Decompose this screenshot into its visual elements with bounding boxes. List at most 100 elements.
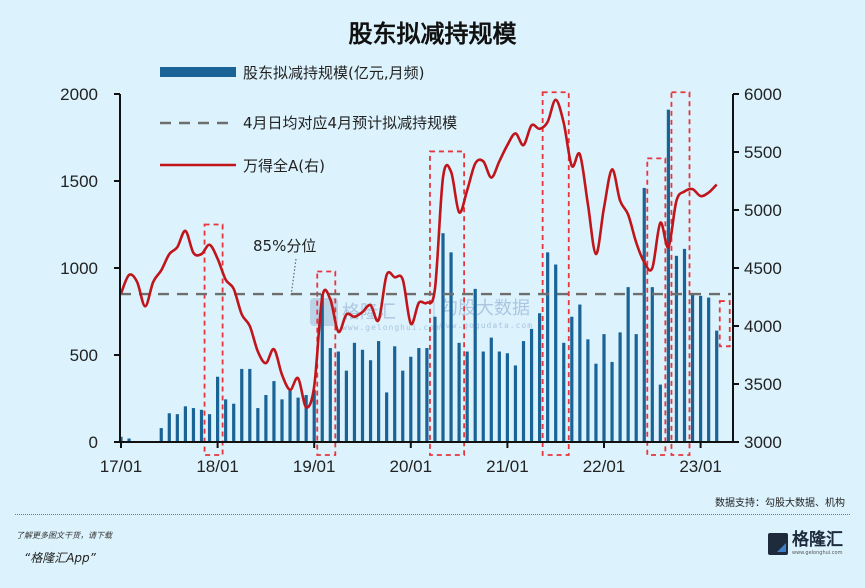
bar [207, 414, 212, 442]
y-left-tick-label: 1000 [60, 259, 98, 278]
bar [256, 408, 260, 442]
bar [610, 361, 614, 442]
data-source: 数据支持：勾股大数据、机构 [715, 498, 845, 509]
bar [578, 304, 582, 442]
legend-bar-swatch [160, 67, 236, 77]
bar [626, 287, 630, 442]
bar-series [119, 109, 719, 442]
bar [715, 330, 719, 442]
watermark-url2: www.gogudata.com [440, 321, 533, 330]
bar [594, 363, 598, 442]
y-right-tick-label: 4500 [744, 259, 782, 278]
bar [393, 346, 397, 442]
x-tick-label: 18/01 [196, 457, 239, 476]
promo-app-name[interactable]: “格隆汇App” [24, 551, 96, 565]
y-right-tick-label: 3500 [744, 375, 782, 394]
bar [272, 381, 276, 442]
chart-title: 股东拟减持规模 [348, 20, 517, 48]
bar [473, 288, 477, 442]
bar [650, 287, 654, 442]
bar [216, 376, 220, 442]
bar [127, 438, 131, 442]
y-right-tick-label: 5500 [744, 143, 782, 162]
bar [224, 399, 228, 442]
bar [562, 342, 566, 442]
bar [449, 252, 453, 442]
bar [546, 252, 550, 442]
y-right-tick-label: 3000 [744, 433, 782, 452]
bar [417, 348, 421, 442]
bar [674, 255, 679, 442]
highlight-box [316, 270, 337, 456]
highlight-box [203, 223, 224, 456]
bar [296, 397, 300, 442]
bar [232, 403, 236, 442]
bar [586, 339, 590, 442]
bar [618, 332, 622, 442]
bar [513, 365, 518, 442]
bar [328, 348, 332, 442]
bar [336, 351, 340, 442]
highlight-box [541, 91, 570, 456]
bar [642, 187, 646, 442]
bar [288, 389, 292, 442]
bar [538, 313, 542, 442]
bar [570, 316, 574, 442]
bar [280, 399, 284, 442]
bar [264, 395, 268, 442]
highlight-box [718, 300, 731, 348]
bar [481, 351, 485, 442]
bar [191, 408, 196, 442]
bar [320, 294, 324, 442]
highlight-box [646, 157, 667, 456]
chart-area: 股东拟减持规模(亿元,月频) 4月日均对应4月预计拟减持规模 万得全A(右) 格… [60, 64, 782, 476]
highlight-boxes [203, 91, 731, 456]
bar [368, 360, 373, 442]
bar [377, 341, 381, 442]
y-right-tick-label: 6000 [744, 85, 782, 104]
watermark-brand2: 勾股大数据 [440, 298, 530, 319]
bar [360, 349, 365, 442]
brand-name: 格隆汇 [792, 530, 843, 550]
promo-text: 了解更多图文干货，请下载 [16, 531, 112, 540]
bar [248, 368, 252, 442]
percentile-annotation: 85%分位 [253, 237, 316, 297]
bar [409, 356, 413, 442]
line-series-wind-all-a [119, 98, 718, 409]
y-right-tick-label: 4000 [744, 317, 782, 336]
y-right-tick-label: 5000 [744, 201, 782, 220]
bar [505, 353, 509, 442]
bar [352, 342, 357, 442]
annotation-label: 85%分位 [253, 237, 316, 255]
bar [666, 109, 670, 442]
x-tick-label: 20/01 [390, 457, 433, 476]
bar [707, 297, 711, 442]
legend-line-label: 万得全A(右) [243, 157, 325, 175]
bar [167, 413, 171, 442]
bar [175, 414, 179, 442]
y-left-tick-label: 500 [70, 346, 98, 365]
x-tick-label: 19/01 [293, 457, 336, 476]
bar [441, 233, 445, 442]
legend-dashed-label: 4月日均对应4月预计拟减持规模 [243, 114, 457, 132]
legend: 股东拟减持规模(亿元,月频) 4月日均对应4月预计拟减持规模 万得全A(右) [160, 64, 457, 175]
brand-url: www.gelonghui.com [792, 550, 843, 556]
watermark-url1: www.gelonghui.com [342, 323, 441, 332]
bar [159, 428, 163, 442]
bar [401, 370, 405, 442]
x-tick-label: 22/01 [583, 457, 626, 476]
bar [634, 334, 638, 442]
y-left-tick-label: 2000 [60, 85, 98, 104]
bar [699, 295, 703, 442]
bar [385, 392, 389, 442]
bar [240, 368, 244, 442]
bar [521, 341, 526, 442]
bar [457, 342, 461, 442]
bar [304, 395, 308, 442]
bar [690, 294, 695, 442]
bar [344, 370, 348, 442]
bar [489, 337, 493, 442]
bar [554, 264, 558, 442]
x-tick-label: 23/01 [679, 457, 722, 476]
axes: 0 500 1000 1500 2000 3000 3500 4000 4500 5000 5500… [60, 85, 782, 476]
